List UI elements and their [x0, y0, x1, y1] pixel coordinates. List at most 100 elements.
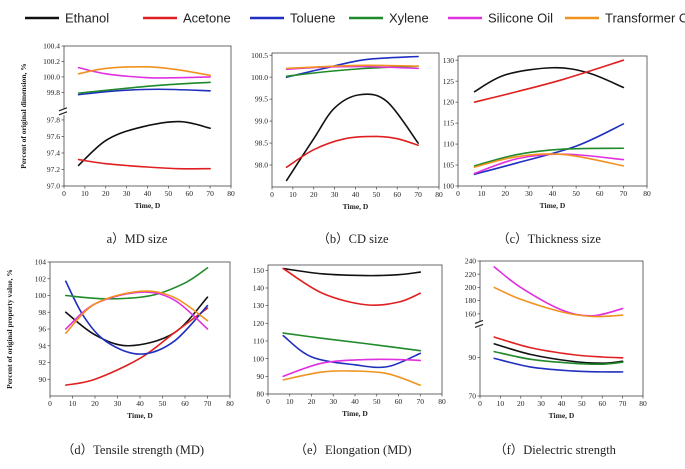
y-tick-label: 98.5 — [255, 139, 268, 148]
x-tick-label: 70 — [204, 399, 212, 408]
y-tick-label: 70 — [469, 392, 477, 401]
legend-item: Ethanol — [25, 11, 109, 26]
legend-item: Toluene — [250, 11, 336, 26]
plot-frame — [479, 260, 644, 397]
y-tick-label: 97.2 — [47, 165, 60, 174]
plot-frame — [49, 261, 231, 397]
series-line-acetone — [64, 307, 209, 386]
y-tick-label: 115 — [443, 119, 454, 128]
y-tick-label: 150 — [253, 266, 265, 275]
x-tick-label: 70 — [206, 189, 214, 198]
series-line-ethanol — [285, 93, 419, 182]
y-tick-label: 97.0 — [47, 182, 60, 191]
y-tick-label: 100 — [253, 354, 265, 363]
y-tick-label: 99.0 — [255, 117, 268, 126]
y-tick-label: 97.6 — [47, 132, 60, 141]
legend-item: Acetone — [143, 11, 231, 26]
series-line-transformer-oil — [77, 66, 211, 77]
x-tick-label: 80 — [643, 189, 651, 198]
x-tick-label: 60 — [186, 189, 194, 198]
legend: Ethanol Acetone Toluene Xylene Silicone Oil T… — [25, 11, 685, 26]
x-tick-label: 10 — [81, 189, 89, 198]
x-tick-label: 80 — [438, 397, 446, 406]
x-tick-label: 40 — [144, 189, 152, 198]
x-tick-label: 40 — [351, 397, 359, 406]
chart-panel: 0 10 20 30 40 50 60 70 80 100 105 110 115 120 125 130 Ti… — [443, 55, 651, 246]
x-tick-label: 40 — [549, 189, 557, 198]
y-tick-label: 100.5 — [251, 51, 268, 60]
x-tick-label: 50 — [373, 190, 381, 199]
series-line-transformer-oil — [493, 286, 624, 318]
y-tick-label: 94 — [39, 341, 47, 350]
y-tick-label: 97.4 — [47, 149, 60, 158]
x-axis-label: Time, D — [540, 201, 566, 210]
axis-break-mask — [476, 321, 484, 328]
x-axis-label: Time, D — [135, 201, 161, 210]
x-tick-label: 10 — [289, 190, 297, 199]
x-tick-label: 0 — [456, 189, 460, 198]
y-tick-label: 240 — [465, 257, 477, 266]
x-tick-label: 0 — [266, 397, 270, 406]
series-line-toluene — [282, 334, 422, 369]
x-tick-label: 0 — [478, 399, 482, 408]
chart-panel: 0 10 20 30 40 50 60 70 80 80 90 100 110 120 130 140 150 T… — [253, 264, 446, 457]
x-tick-label: 30 — [331, 190, 339, 199]
y-tick-label: 125 — [443, 77, 455, 86]
series-line-xylene — [282, 332, 422, 352]
series-line-silicone-oil — [473, 153, 625, 175]
legend-item: Xylene — [349, 11, 429, 26]
y-tick-label: 90 — [469, 353, 477, 362]
x-tick-label: 50 — [578, 399, 586, 408]
y-tick-label: 130 — [443, 56, 455, 65]
series-line-acetone — [77, 158, 211, 170]
series-line-acetone — [285, 135, 419, 169]
x-tick-label: 30 — [525, 189, 533, 198]
x-tick-label: 60 — [395, 397, 403, 406]
series-line-toluene — [285, 55, 419, 78]
x-tick-label: 10 — [286, 397, 294, 406]
axis-break-mask — [60, 108, 68, 115]
series-line-toluene — [493, 357, 624, 373]
y-tick-label: 180 — [465, 296, 477, 305]
series-line-silicone-oil — [282, 358, 422, 378]
panel-caption: a）MD size — [107, 232, 168, 246]
series-line-xylene — [473, 147, 625, 167]
series-line-silicone-oil — [77, 66, 211, 79]
x-tick-label: 80 — [435, 190, 443, 199]
y-tick-label: 105 — [443, 161, 455, 170]
y-tick-label: 92 — [39, 358, 47, 367]
x-tick-label: 60 — [181, 399, 189, 408]
chart-panel: 0 10 20 30 40 50 60 70 80 90 92 94 96 98 100 102 104 Time… — [5, 258, 234, 457]
y-tick-label: 120 — [443, 98, 455, 107]
legend-label: Silicone Oil — [488, 11, 553, 26]
x-tick-label: 60 — [596, 189, 604, 198]
x-tick-label: 60 — [599, 399, 607, 408]
axis-break-marker — [474, 319, 484, 328]
x-tick-label: 80 — [227, 189, 235, 198]
series-line-xylene — [77, 81, 211, 94]
series-line-acetone — [473, 59, 625, 103]
series-line-xylene — [493, 350, 624, 365]
x-tick-label: 80 — [639, 399, 647, 408]
x-axis-label: Time, D — [342, 409, 368, 418]
y-tick-label: 98.0 — [255, 161, 268, 170]
y-tick-label: 104 — [35, 258, 47, 267]
x-tick-label: 70 — [414, 190, 422, 199]
y-tick-label: 90 — [39, 375, 47, 384]
x-tick-label: 80 — [226, 399, 234, 408]
y-tick-label: 130 — [253, 301, 265, 310]
x-tick-label: 40 — [352, 190, 360, 199]
x-tick-label: 30 — [114, 399, 122, 408]
y-tick-label: 90 — [257, 372, 265, 381]
x-tick-label: 10 — [478, 189, 486, 198]
x-tick-label: 40 — [558, 399, 566, 408]
y-tick-label: 97.8 — [47, 116, 60, 125]
y-tick-label: 102 — [35, 274, 47, 283]
y-tick-label: 140 — [253, 284, 265, 293]
x-tick-label: 70 — [619, 399, 627, 408]
chart-panel: 0 10 20 30 40 50 60 70 80 99.8 100.0 100.2 100.4 97.0… — [19, 42, 235, 246]
x-tick-label: 0 — [270, 190, 274, 199]
legend-label: Ethanol — [65, 11, 109, 26]
legend-label: Xylene — [389, 11, 429, 26]
